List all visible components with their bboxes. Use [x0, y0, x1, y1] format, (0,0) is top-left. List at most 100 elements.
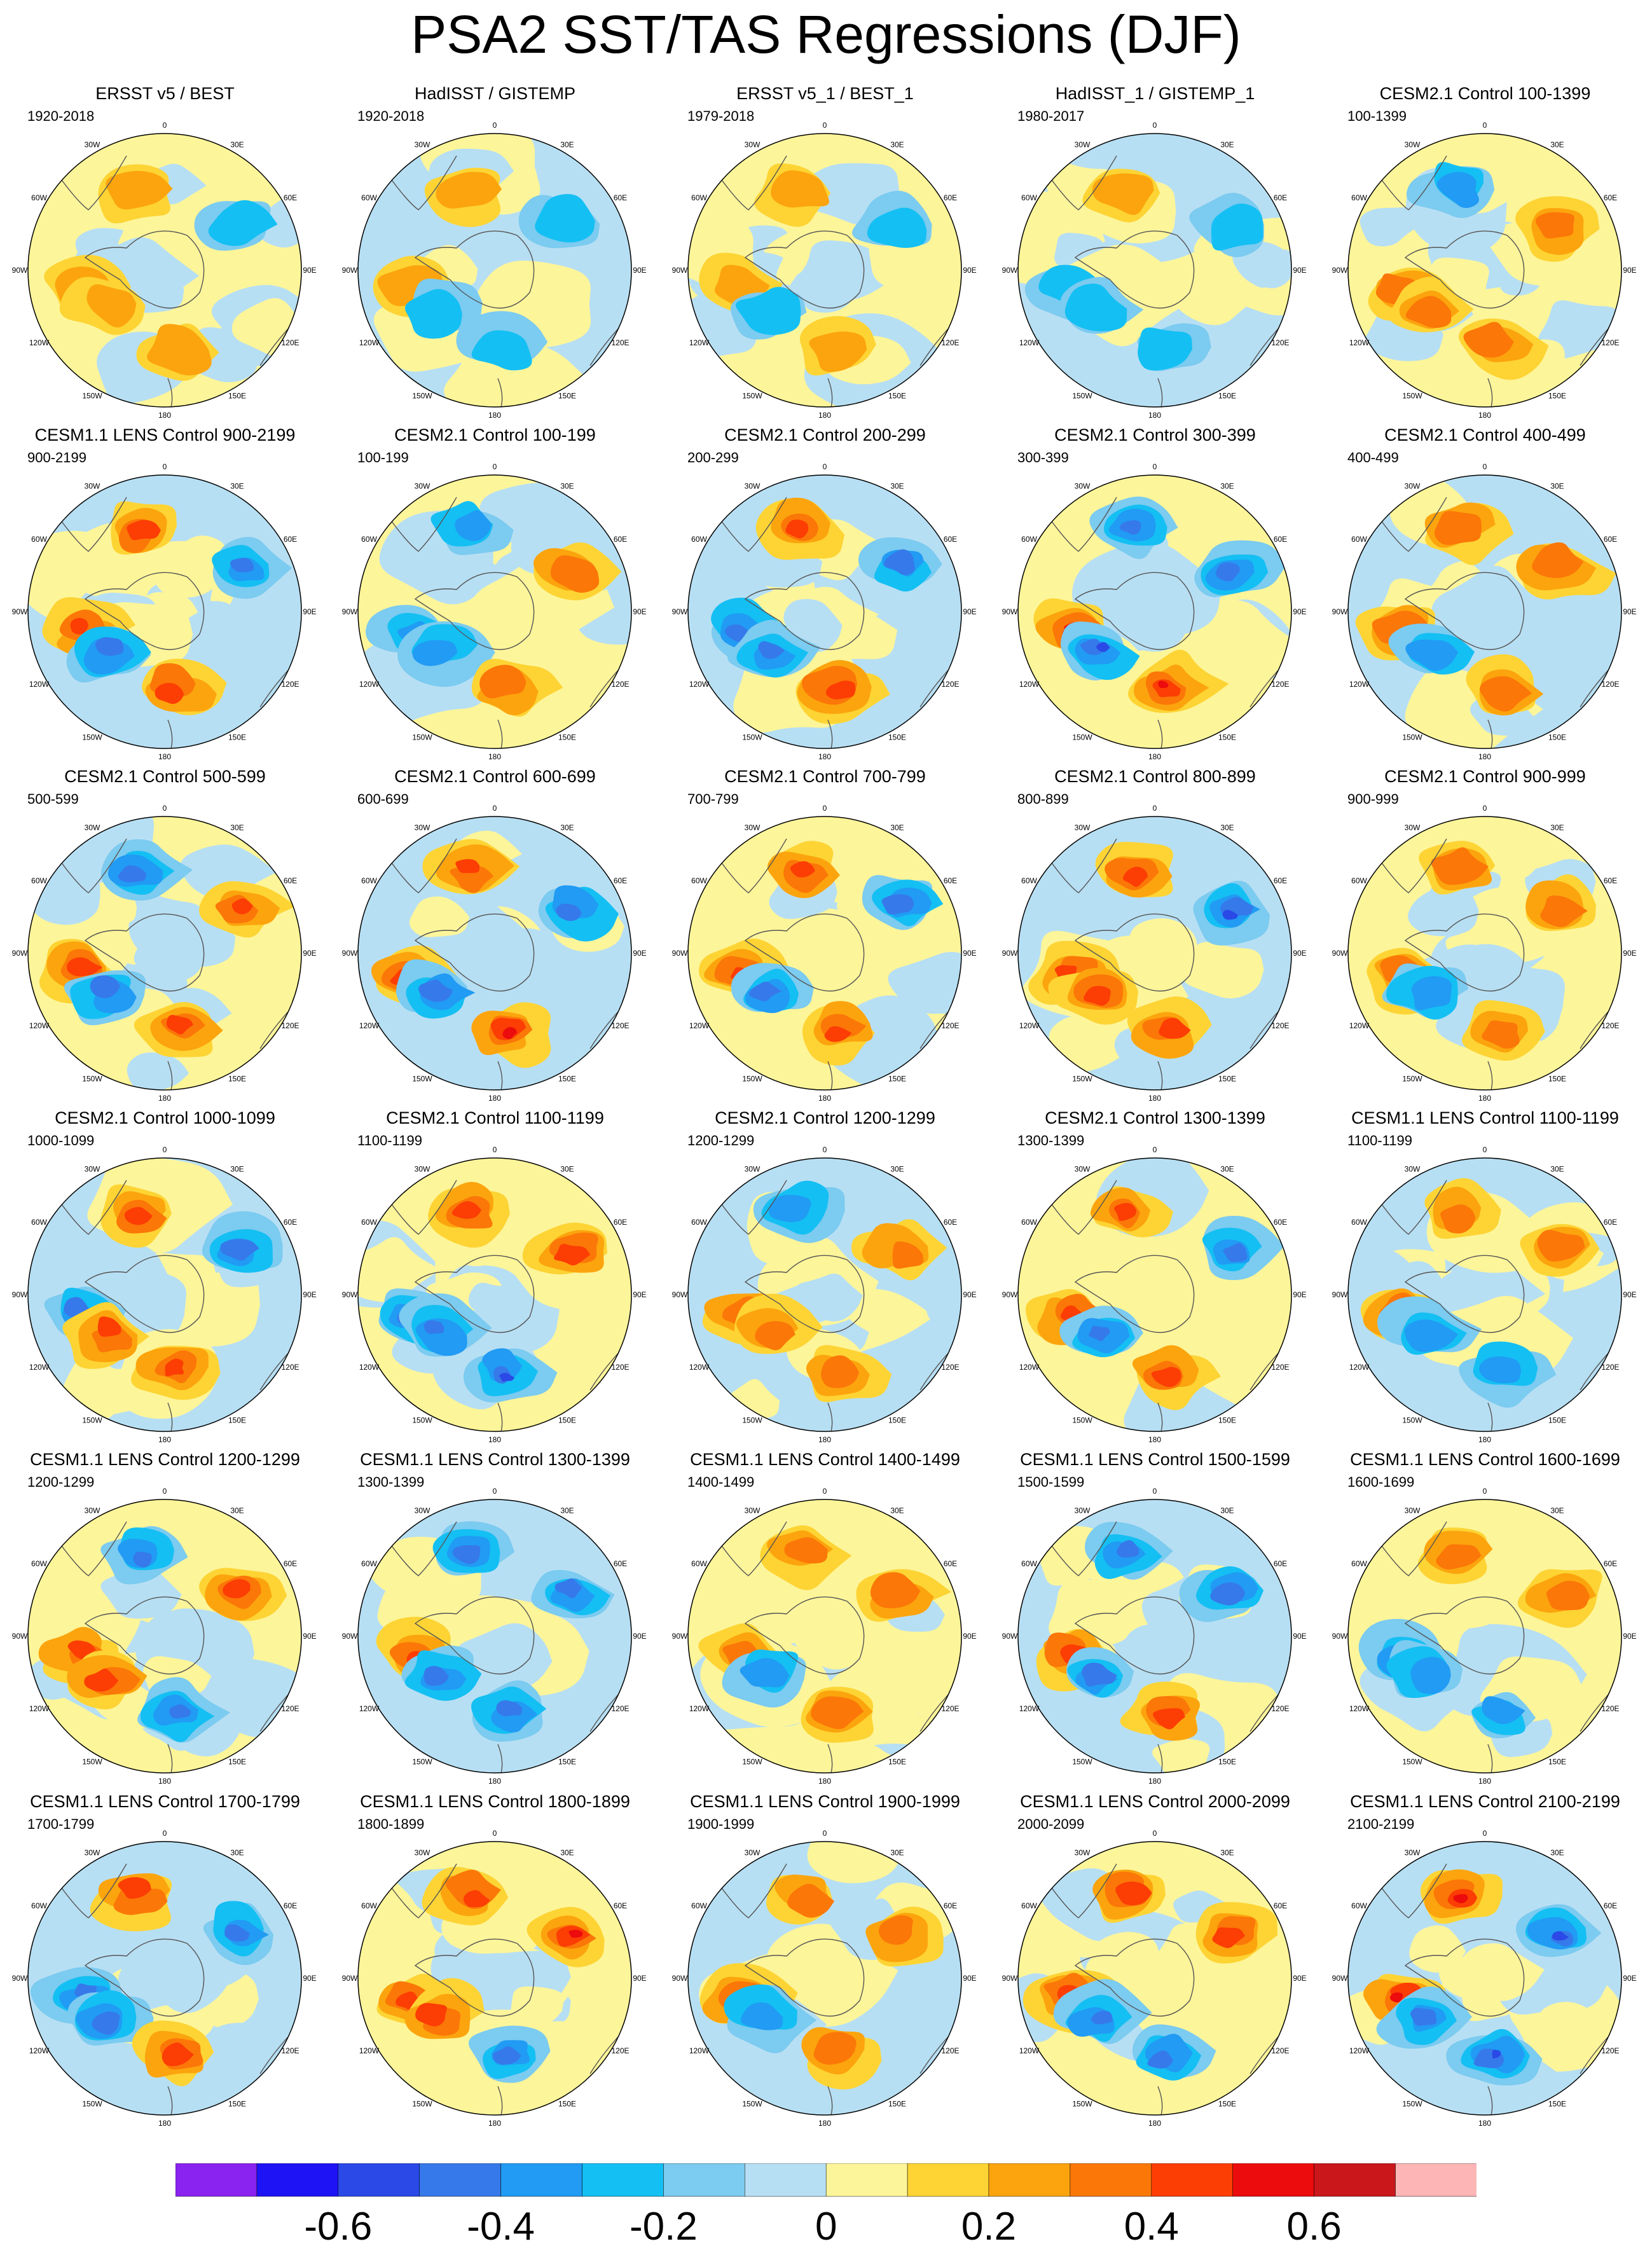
colorbar-tick-label: -0.4 [467, 2205, 535, 2246]
polar-map: 0 30E 60E 90E 120E 150E 180 150W 120W 90W 60W 30W [1332, 1829, 1637, 2128]
longitude-label: 30E [1220, 1849, 1234, 1857]
contour-patch [1546, 1580, 1590, 1611]
contour-patch [180, 844, 277, 902]
longitude-label: 180 [488, 752, 501, 761]
longitude-label: 30E [1220, 823, 1234, 832]
longitude-label: 150W [1402, 1758, 1422, 1767]
longitude-label: 120E [611, 1704, 629, 1713]
contour-patch [1082, 1662, 1117, 1687]
longitude-label: 30W [1075, 1165, 1091, 1174]
contour-patch [1092, 1932, 1166, 1985]
contour-patch [67, 1640, 96, 1660]
polar-map: 0 30E 60E 90E 120E 150E 180 150W 120W 90W 60W 30W [12, 1145, 317, 1444]
contour-patch [807, 1842, 904, 1884]
longitude-label: 30W [1075, 823, 1091, 832]
colorbar-box [500, 2163, 582, 2197]
contour-patch [550, 555, 600, 593]
antarctica-coastline [744, 1938, 865, 2017]
polar-map: 0 30E 60E 90E 120E 150E 180 150W 120W 90W 60W 30W [672, 1487, 977, 1786]
longitude-label: 90E [1623, 949, 1636, 958]
polar-map: 0 30E 60E 90E 120E 150E 180 150W 120W 90W 60W 30W [1002, 462, 1307, 761]
longitude-label: 120E [941, 680, 959, 689]
contour-patch [86, 284, 137, 327]
longitude-label: 60E [1274, 1218, 1287, 1227]
longitude-label: 180 [488, 1777, 501, 1786]
panel-period: 100-1399 [1347, 108, 1407, 124]
contour-patch [1158, 680, 1169, 689]
contour-patch [1173, 1890, 1234, 1923]
contour-patch [919, 1279, 961, 1322]
polar-map: 0 30E 60E 90E 120E 150E 180 150W 120W 90W 60W 30W [1002, 1829, 1307, 2128]
longitude-label: 90E [963, 1974, 976, 1983]
longitude-label: 30E [1220, 141, 1234, 149]
longitude-label: 60E [284, 193, 297, 202]
longitude-label: 120E [1601, 2046, 1619, 2055]
longitude-label: 60E [614, 1218, 627, 1227]
panel-title: CESM2.1 Control 1300-1399 [1045, 1108, 1265, 1127]
longitude-label: 120W [29, 1363, 50, 1372]
colorbar-box [988, 2163, 1071, 2197]
panel-period: 1700-1799 [27, 1816, 95, 1832]
longitude-label: 150W [412, 1416, 432, 1425]
longitude-label: 90E [633, 1632, 646, 1641]
longitude-label: 30W [415, 1506, 430, 1515]
map-panel: CESM2.1 Control 1100-1199 1100-1199 0 30E 60… [330, 1107, 660, 1449]
longitude-label: 150W [1072, 392, 1092, 401]
contour-patch [568, 1929, 583, 1938]
panel-title: CESM2.1 Control 100-199 [394, 425, 596, 444]
panel-title: CESM1.1 LENS Control 2100-2199 [1350, 1792, 1620, 1811]
contour-patch [230, 558, 254, 572]
longitude-label: 150E [558, 1416, 576, 1425]
longitude-label: 120E [1271, 338, 1289, 347]
new-zealand-coastline [1487, 378, 1493, 407]
contour-patch [813, 2032, 857, 2065]
longitude-label: 120E [281, 1704, 299, 1713]
longitude-label: 180 [488, 1435, 501, 1444]
contour-patch [97, 1316, 121, 1337]
longitude-label: 30E [560, 823, 574, 832]
panel-period: 1300-1399 [357, 1474, 425, 1490]
south-america-coastline [383, 1863, 457, 1919]
antarctica-coastline [84, 1596, 205, 1675]
longitude-label: 120W [1019, 2046, 1040, 2055]
longitude-label: 120W [359, 680, 380, 689]
map-border [27, 1841, 302, 2116]
longitude-label: 120W [359, 1363, 380, 1372]
longitude-label: 30E [1220, 1506, 1234, 1515]
new-zealand-coastline [827, 2086, 833, 2115]
panel-period: 1400-1499 [687, 1474, 755, 1490]
map-panel: CESM1.1 LENS Control 1200-1299 1200-1299 0… [0, 1449, 330, 1791]
contour-patch [455, 1623, 553, 1695]
new-zealand-coastline [167, 719, 173, 748]
south-america-coastline [53, 155, 127, 210]
south-america-coastline [713, 1521, 787, 1576]
panel-period: 700-799 [687, 791, 739, 807]
polar-map: 0 30E 60E 90E 120E 150E 180 150W 120W 90W 60W 30W [1332, 1487, 1637, 1786]
longitude-label: 60W [361, 535, 377, 544]
longitude-label: 0 [1483, 121, 1487, 130]
panel-period: 1200-1299 [27, 1474, 95, 1490]
longitude-label: 150E [228, 733, 246, 742]
antarctica-coastline [744, 1255, 865, 1333]
longitude-label: 60E [1604, 1901, 1617, 1910]
contour-patch [124, 1207, 153, 1225]
polar-map: 0 30E 60E 90E 120E 150E 180 150W 120W 90W 60W 30W [1332, 462, 1637, 761]
longitude-label: 30E [1550, 482, 1564, 491]
longitude-label: 90W [1002, 1974, 1018, 1983]
longitude-label: 150W [1402, 733, 1422, 742]
colorbar-box [582, 2163, 664, 2197]
panel-period: 900-999 [1347, 791, 1399, 807]
new-zealand-coastline [497, 719, 503, 748]
longitude-label: 30E [1550, 1506, 1564, 1515]
antarctica-coastline [414, 572, 535, 651]
longitude-label: 150E [888, 1075, 906, 1084]
contour-patch [554, 1578, 582, 1599]
contour-patch [881, 894, 914, 915]
longitude-label: 0 [493, 1829, 497, 1838]
contour-patch [127, 520, 161, 541]
contour-patch [1091, 2010, 1113, 2025]
longitude-label: 180 [818, 1435, 831, 1444]
longitude-label: 0 [163, 1145, 167, 1154]
new-zealand-coastline [1487, 1744, 1493, 1773]
contour-patch [1410, 2008, 1436, 2026]
